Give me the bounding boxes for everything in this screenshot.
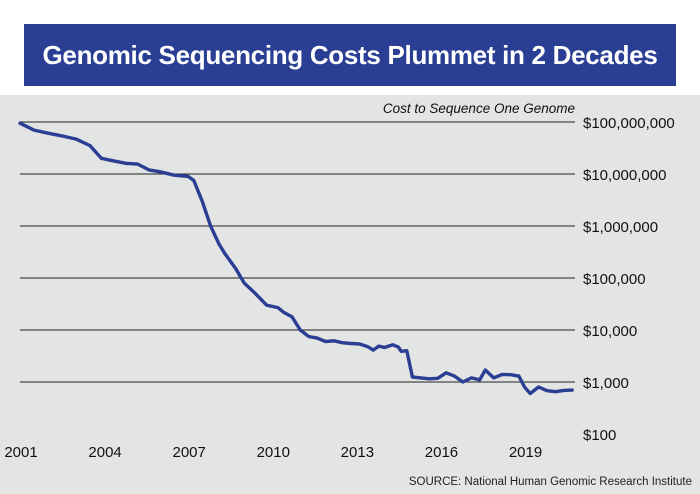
source-note: SOURCE: National Human Genomic Research … <box>408 476 692 488</box>
y-tick-label: $1,000 <box>583 375 629 392</box>
x-tick-label: 2001 <box>4 444 37 461</box>
y-tick-label: $100,000,000 <box>583 115 675 132</box>
y-tick-label: $1,000,000 <box>583 219 658 236</box>
x-tick-label: 2013 <box>341 444 374 461</box>
y-tick-label: $100 <box>583 427 616 444</box>
x-tick-label: 2010 <box>257 444 290 461</box>
x-tick-label: 2016 <box>425 444 458 461</box>
x-tick-label: 2007 <box>172 444 205 461</box>
axis-title: Cost to Sequence One Genome <box>383 101 575 116</box>
title-bar: Genomic Sequencing Costs Plummet in 2 De… <box>24 24 676 86</box>
y-tick-label: $10,000,000 <box>583 167 666 184</box>
y-tick-label: $100,000 <box>583 271 646 288</box>
chart-title: Genomic Sequencing Costs Plummet in 2 De… <box>42 39 658 70</box>
x-tick-label: 2019 <box>509 444 542 461</box>
x-tick-label: 2004 <box>88 444 121 461</box>
cost-line <box>18 121 574 396</box>
y-tick-label: $10,000 <box>583 323 637 340</box>
